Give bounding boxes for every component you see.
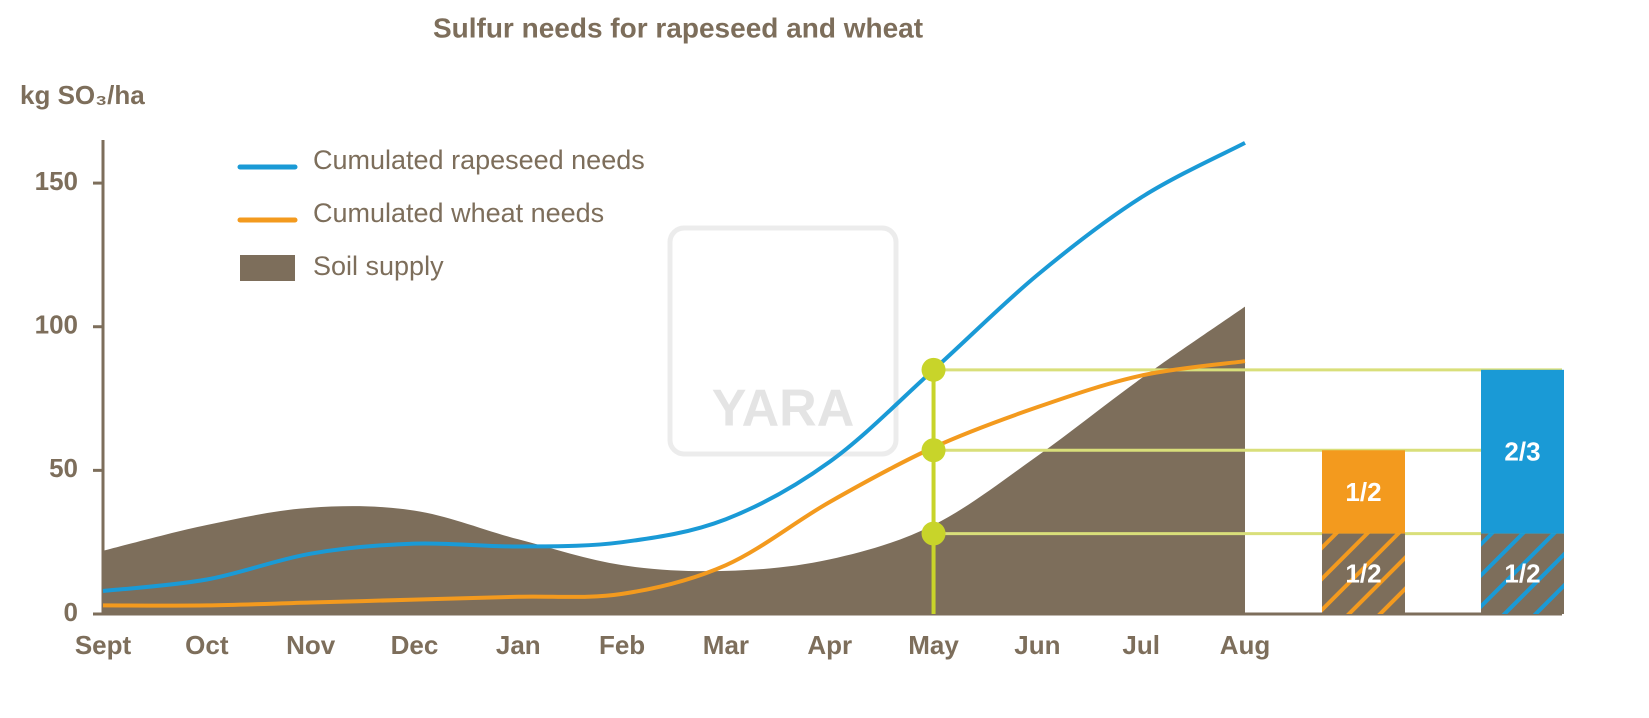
- legend-label: Cumulated wheat needs: [313, 198, 604, 228]
- marker-point: [921, 438, 946, 463]
- x-tick-label: Nov: [286, 630, 336, 660]
- x-tick-label: Sept: [75, 630, 132, 660]
- needs-line: [102, 359, 1246, 608]
- marker-point: [921, 357, 946, 382]
- x-tick-label: Oct: [185, 630, 229, 660]
- x-tick-label: Jan: [496, 630, 541, 660]
- x-tick-label: Jul: [1122, 630, 1160, 660]
- watermark-frame: [667, 225, 899, 457]
- x-tick-label: Apr: [807, 630, 852, 660]
- y-tick-label: 150: [35, 166, 78, 196]
- x-tick-label: Feb: [599, 630, 645, 660]
- x-tick-label: May: [908, 630, 959, 660]
- x-tick-label: Jun: [1014, 630, 1060, 660]
- chart-title: Sulfur needs for rapeseed and wheat: [433, 12, 923, 43]
- bar-segment: [1481, 533, 1564, 614]
- x-tick-label: Mar: [703, 630, 749, 660]
- legend-label: Soil supply: [313, 251, 444, 281]
- y-axis-label: kg SO₃/ha: [20, 80, 145, 110]
- bar-segment-label: 1/2: [1345, 559, 1381, 589]
- watermark: YARA: [712, 380, 855, 438]
- soil-area: [103, 306, 1245, 614]
- x-tick-label: Dec: [391, 630, 439, 660]
- bar-segment: [1481, 369, 1564, 534]
- legend-label: Cumulated rapeseed needs: [313, 145, 645, 175]
- bar-segment-label: 1/2: [1504, 559, 1540, 589]
- y-tick-label: 100: [35, 310, 78, 340]
- bar-segment-label: 1/2: [1345, 477, 1381, 507]
- y-tick-label: 0: [64, 597, 78, 627]
- marker-point: [921, 521, 946, 546]
- bar-segment: [1322, 533, 1405, 614]
- y-tick-label: 50: [49, 453, 78, 483]
- bar-segment-label: 2/3: [1504, 437, 1540, 467]
- x-tick-label: Aug: [1220, 630, 1271, 660]
- needs-line: [102, 141, 1246, 594]
- legend-swatch: [240, 255, 295, 281]
- bar-segment: [1322, 450, 1405, 534]
